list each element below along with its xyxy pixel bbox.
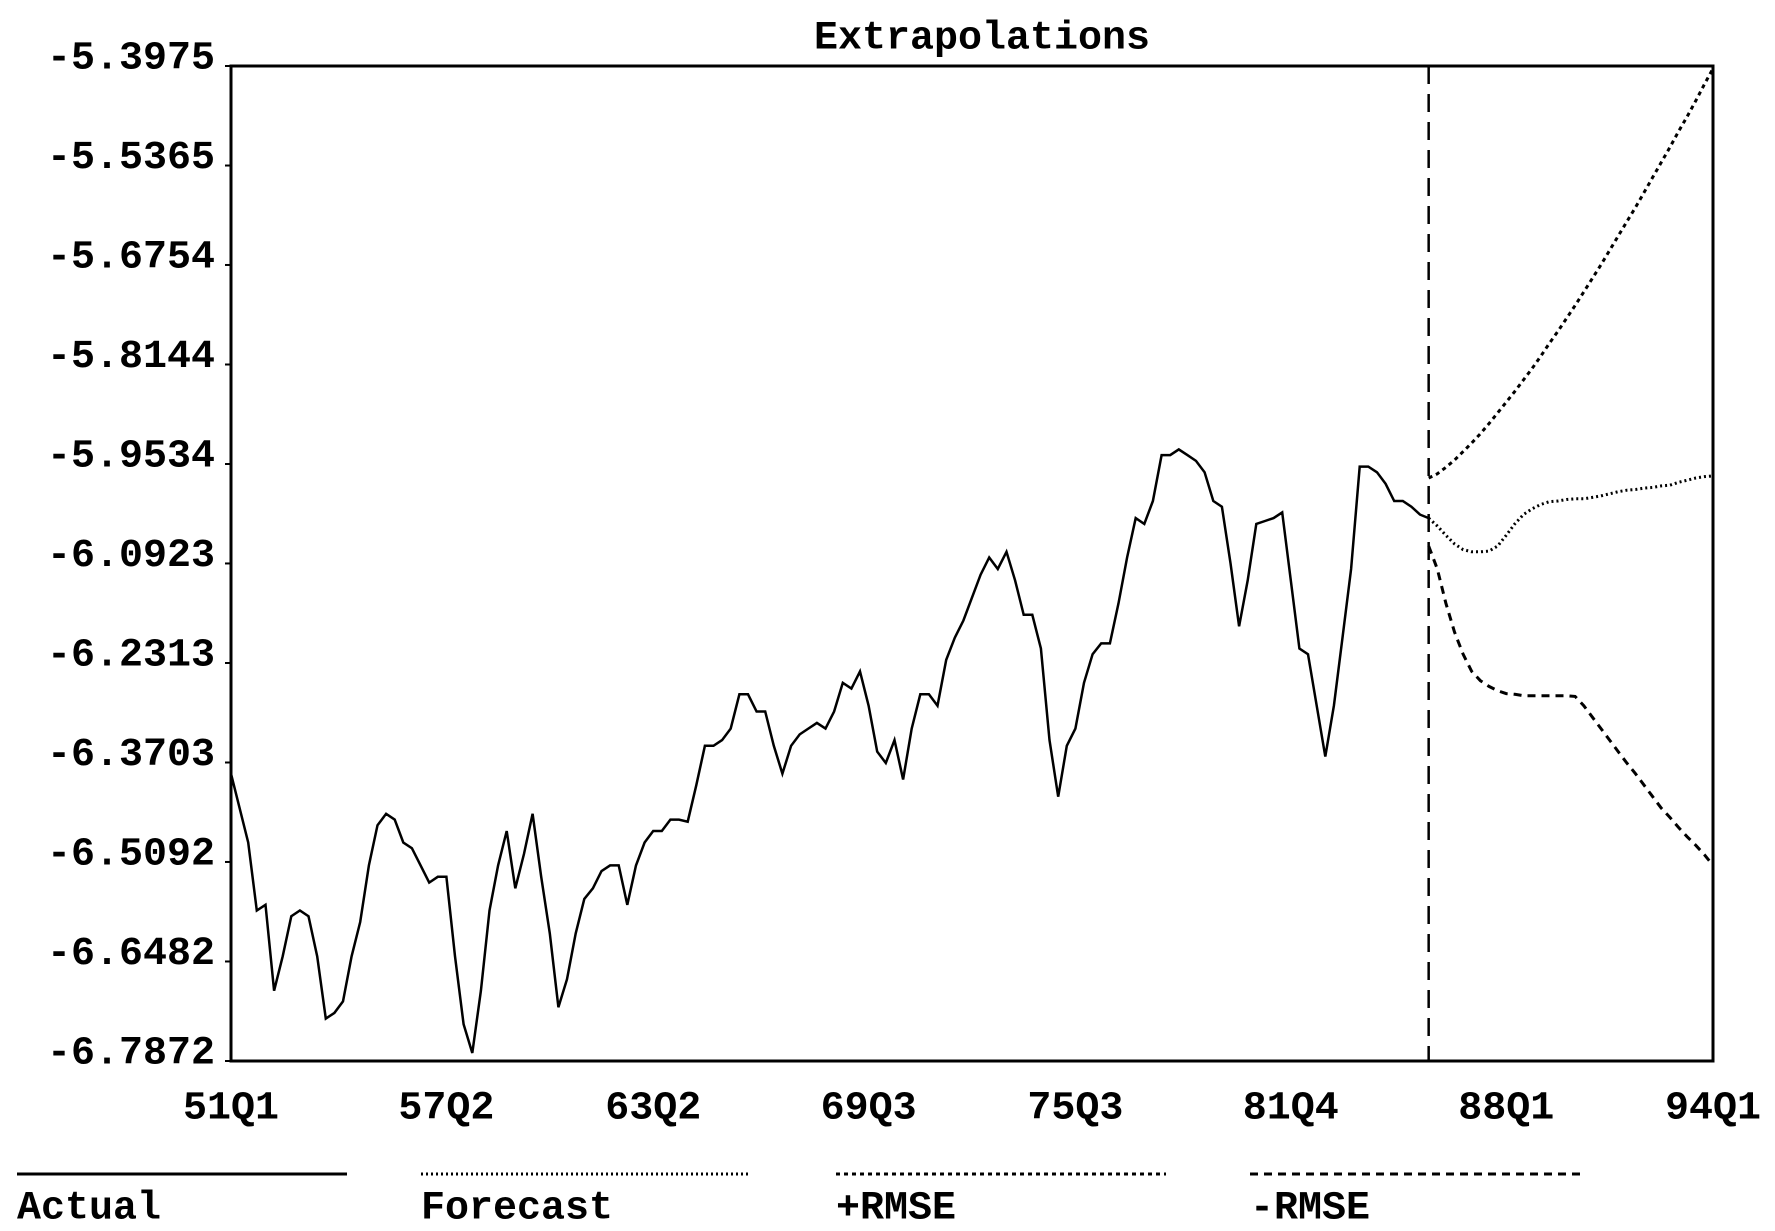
y-tick-label: -6.7872	[47, 1032, 215, 1077]
y-tick-label: -5.9534	[47, 435, 215, 480]
chart-title: Extrapolations	[814, 17, 1150, 62]
y-tick-label: -6.6482	[47, 932, 215, 977]
legend-label: Forecast	[421, 1187, 613, 1231]
y-tick-label: -6.3703	[47, 733, 215, 778]
y-tick-label: -6.0923	[47, 534, 215, 579]
legend-label: -RMSE	[1250, 1187, 1370, 1231]
x-tick-label: 75Q3	[1027, 1087, 1123, 1132]
x-tick-label: 57Q2	[398, 1087, 494, 1132]
y-tick-label: -5.8144	[47, 335, 215, 380]
x-tick-label: 88Q1	[1458, 1087, 1554, 1132]
y-tick-label: -5.5365	[47, 136, 215, 181]
plot-frame	[229, 64, 1715, 1063]
x-tick-label: 94Q1	[1665, 1087, 1761, 1132]
series-line	[1427, 545, 1715, 867]
legend-label: +RMSE	[836, 1187, 956, 1231]
x-tick-label: 63Q2	[605, 1087, 701, 1132]
series-line	[1427, 474, 1714, 554]
x-tick-label: 69Q3	[821, 1087, 917, 1132]
legend-label: Actual	[17, 1187, 161, 1231]
y-tick-label: -5.6754	[47, 236, 215, 281]
series-line	[229, 447, 1430, 1054]
x-tick-label: 51Q1	[183, 1087, 279, 1132]
y-tick-label: -6.5092	[47, 833, 215, 878]
series-line	[1428, 67, 1715, 480]
y-tick-label: -6.2313	[47, 634, 215, 679]
x-tick-label: 81Q4	[1243, 1087, 1339, 1132]
y-tick-label: -5.3975	[47, 37, 215, 82]
